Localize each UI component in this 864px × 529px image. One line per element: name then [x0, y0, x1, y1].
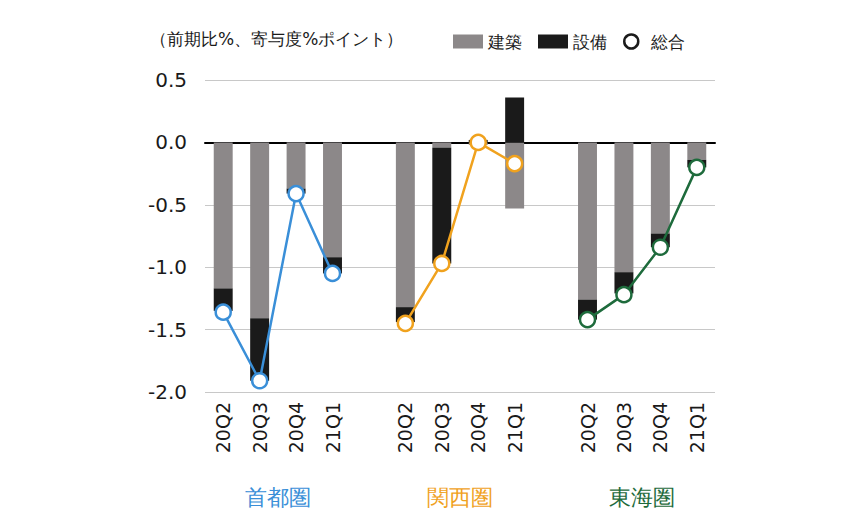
- svg-text:0.0: 0.0: [155, 130, 187, 154]
- svg-text:20Q2: 20Q2: [577, 402, 599, 453]
- svg-text:20Q4: 20Q4: [649, 402, 671, 453]
- svg-text:-2.0: -2.0: [148, 380, 187, 404]
- svg-text:設備: 設備: [573, 32, 607, 52]
- svg-text:首都圏: 首都圏: [245, 485, 311, 510]
- svg-text:20Q2: 20Q2: [394, 402, 416, 453]
- svg-text:20Q3: 20Q3: [613, 402, 635, 453]
- svg-text:関西圏: 関西圏: [427, 485, 493, 510]
- svg-text:21Q1: 21Q1: [686, 402, 708, 453]
- svg-text:21Q1: 21Q1: [322, 402, 344, 453]
- svg-text:総合: 総合: [650, 32, 685, 52]
- svg-text:東海圏: 東海圏: [609, 485, 675, 510]
- svg-text:20Q4: 20Q4: [467, 402, 489, 453]
- svg-text:20Q3: 20Q3: [249, 402, 271, 453]
- svg-text:20Q4: 20Q4: [285, 402, 307, 453]
- svg-text:-1.0: -1.0: [148, 255, 187, 279]
- svg-text:20Q2: 20Q2: [212, 402, 234, 453]
- svg-text:（前期比%、寄与度%ポイント）: （前期比%、寄与度%ポイント）: [150, 29, 403, 49]
- svg-text:-1.5: -1.5: [148, 318, 187, 342]
- svg-text:建築: 建築: [487, 32, 522, 52]
- svg-text:20Q3: 20Q3: [431, 402, 453, 453]
- svg-text:0.5: 0.5: [155, 68, 187, 92]
- svg-text:-0.5: -0.5: [148, 193, 187, 217]
- svg-text:21Q1: 21Q1: [504, 402, 526, 453]
